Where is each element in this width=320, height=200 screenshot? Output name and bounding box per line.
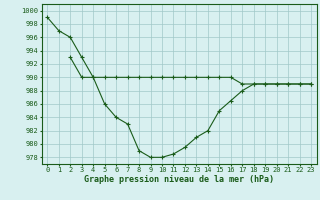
X-axis label: Graphe pression niveau de la mer (hPa): Graphe pression niveau de la mer (hPa) [84, 175, 274, 184]
